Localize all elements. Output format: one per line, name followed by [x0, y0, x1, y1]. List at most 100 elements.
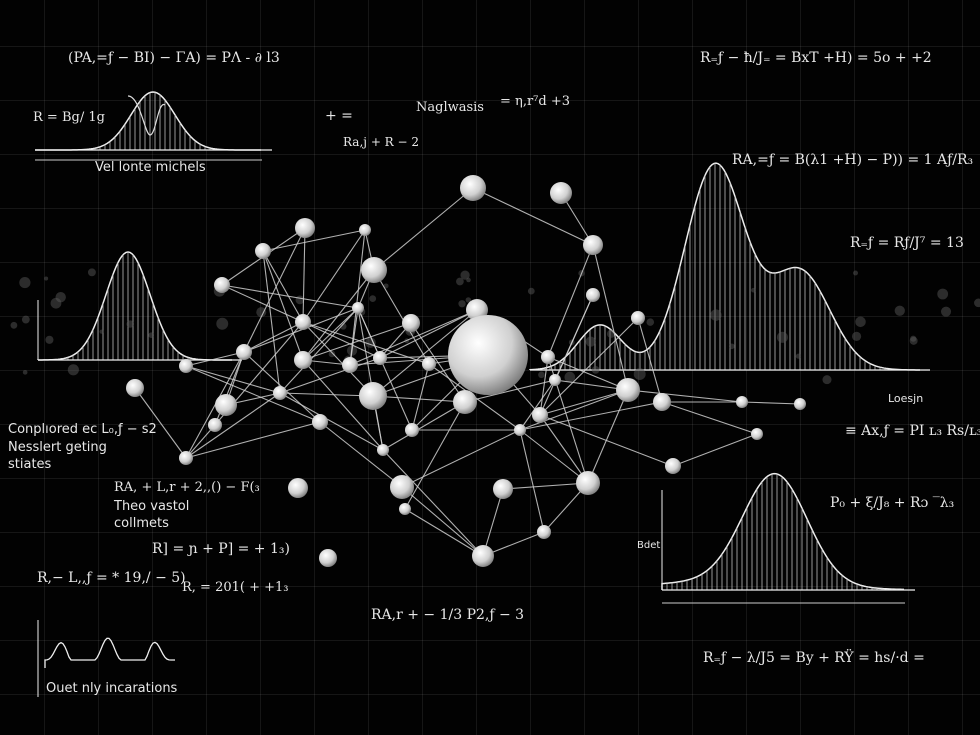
- network-edge: [588, 390, 628, 483]
- network-node: [586, 288, 600, 302]
- equation: R, = 201( + +1₃: [182, 580, 289, 595]
- equation: = η,r⁷d +3: [500, 94, 570, 109]
- background-dot: [710, 309, 721, 320]
- background-dot: [895, 306, 905, 316]
- network-node: [460, 175, 486, 201]
- equation: R₌ƒ = Rƒ/J⁷ = 13: [850, 235, 964, 251]
- network-edge: [405, 402, 465, 509]
- network-node: [631, 311, 645, 325]
- background-dot: [88, 268, 96, 276]
- network-edge: [628, 390, 742, 402]
- network-node: [273, 386, 287, 400]
- background-dot: [729, 343, 735, 349]
- background-dot: [369, 295, 376, 302]
- network-edge: [374, 270, 429, 364]
- network-edge: [263, 230, 365, 251]
- network-edge: [374, 188, 473, 270]
- network-edge: [263, 251, 303, 322]
- equation: P₀ + ξ/J₈ + Rɔ ‾λ₃: [830, 495, 954, 511]
- network-edge: [402, 487, 483, 556]
- network-node: [255, 243, 271, 259]
- network-node: [236, 344, 252, 360]
- equation: Ra,j + R − 2: [343, 135, 419, 149]
- background-dot: [822, 375, 831, 384]
- network-node: [352, 302, 364, 314]
- equation: (PA,=ƒ − BI) − ΓA) = PΛ - ∂ l3: [68, 50, 280, 66]
- background-dot: [941, 307, 951, 317]
- network-node: [342, 357, 358, 373]
- network-node: [532, 407, 548, 423]
- network-node: [214, 277, 230, 293]
- network-node: [295, 314, 311, 330]
- network-node: [295, 218, 315, 238]
- network-node: [405, 423, 419, 437]
- network-edge: [222, 285, 358, 308]
- network-node: [541, 350, 555, 364]
- network-node: [373, 351, 387, 365]
- network-node: [294, 351, 312, 369]
- label: Theo vastol: [114, 499, 189, 514]
- network-node: [422, 357, 436, 371]
- overlay-curve: [128, 96, 165, 135]
- curve-line: [662, 474, 904, 590]
- network-edge: [742, 402, 800, 404]
- network-node: [653, 393, 671, 411]
- network-node: [319, 549, 337, 567]
- background-dot: [937, 289, 948, 300]
- equation: RA, + L,r + 2,,() − F(₃: [114, 480, 260, 495]
- network-edge: [186, 422, 320, 458]
- network-node: [453, 390, 477, 414]
- network-edge: [186, 366, 280, 393]
- network-edge: [412, 364, 429, 430]
- background-dot: [586, 337, 596, 347]
- axis-label: Bdet: [637, 540, 660, 551]
- network-node: [514, 424, 526, 436]
- network-node: [665, 458, 681, 474]
- background-dot: [538, 371, 545, 378]
- wave-curve: [45, 638, 175, 668]
- network-edge: [350, 308, 358, 365]
- network-node: [549, 374, 561, 386]
- network-node: [576, 471, 600, 495]
- equation: RA,=ƒ = B(λ1 +H) − P)) = 1 Aƒ/R₃: [732, 152, 973, 168]
- background-dot: [751, 288, 756, 293]
- network-node: [399, 503, 411, 515]
- background-dot: [466, 278, 471, 283]
- background-dot: [68, 364, 79, 375]
- background-dot: [974, 299, 980, 308]
- background-dot: [22, 316, 30, 324]
- background-dot: [796, 354, 801, 359]
- network-node: [288, 478, 308, 498]
- label: collmets: [114, 516, 169, 531]
- equation: ≡ Ax,ƒ = PI ʟ₃ Rs/ʟ₃: [845, 423, 980, 439]
- background-dot: [458, 300, 465, 307]
- background-dot: [148, 332, 154, 338]
- background-dot: [51, 298, 62, 309]
- chart-caption: Vel lonte michels: [95, 160, 206, 175]
- network-node: [208, 418, 222, 432]
- network-node: [402, 314, 420, 332]
- network-edge: [673, 434, 757, 466]
- network-node: [736, 396, 748, 408]
- network-edge: [280, 308, 358, 393]
- network-node: [359, 382, 387, 410]
- background-dot: [11, 322, 18, 329]
- equation: R₌ƒ − ħ/J₌ = BxT +H) = 5o + +2: [700, 50, 932, 66]
- equation: Naglwasis: [416, 100, 484, 115]
- network-node: [359, 224, 371, 236]
- background-dot: [44, 276, 48, 280]
- network-edge: [383, 402, 465, 450]
- network-node: [472, 545, 494, 567]
- label: Loesjn: [888, 392, 923, 405]
- background-dot: [528, 288, 535, 295]
- label: stiates: [8, 457, 51, 472]
- background-dot: [852, 332, 861, 341]
- background-dot: [329, 351, 336, 358]
- network-node: [550, 182, 572, 204]
- network-node: [794, 398, 806, 410]
- network-node: [448, 315, 528, 395]
- background-dot: [45, 336, 53, 344]
- equation: R] = ɲ + P] = + 1₃): [152, 541, 290, 557]
